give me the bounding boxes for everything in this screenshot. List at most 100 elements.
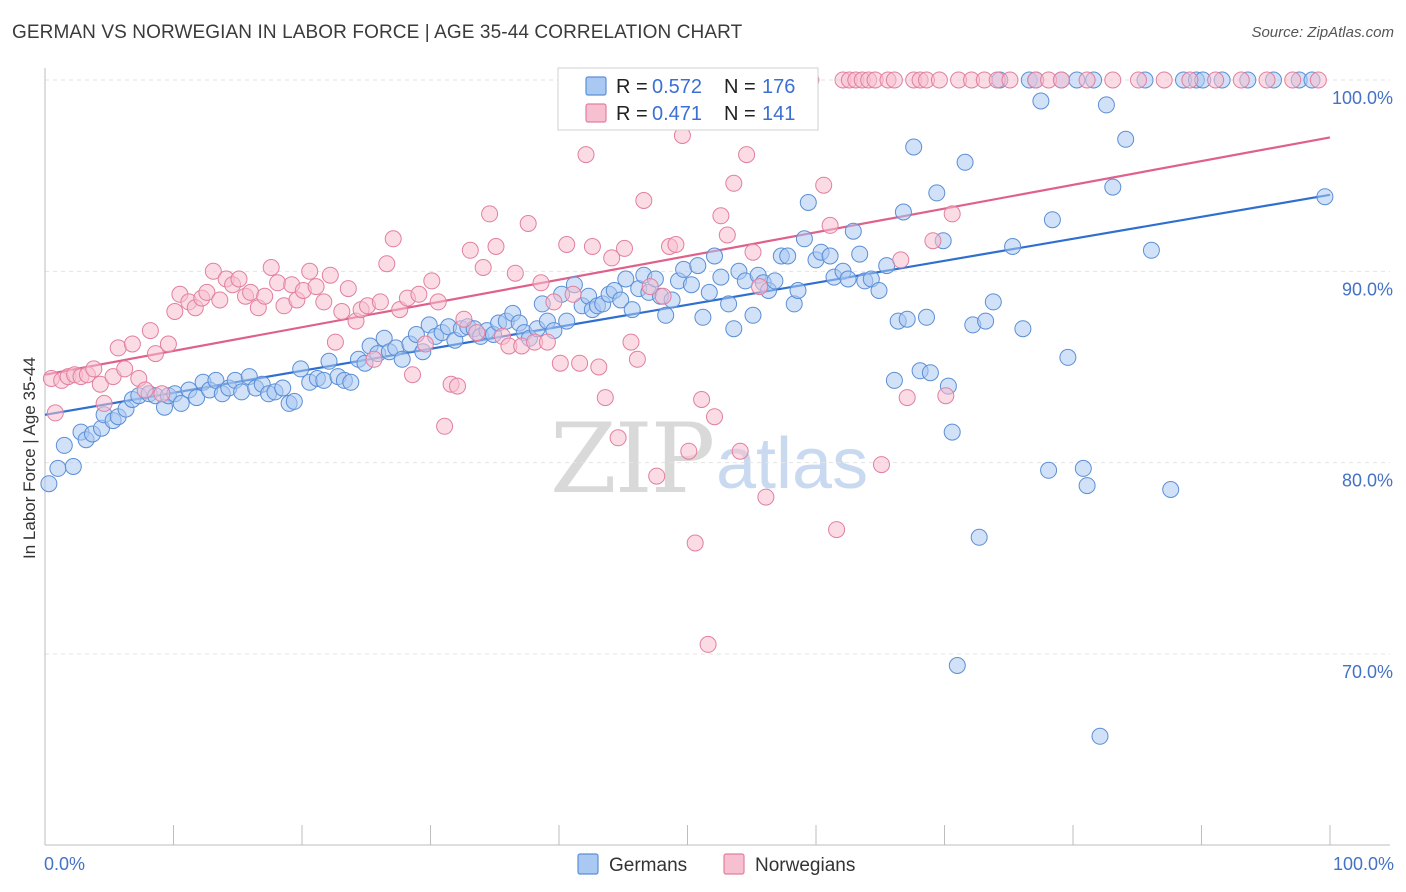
point-germans [617,270,635,288]
point-germans [682,276,700,294]
point-germans [789,282,807,299]
point-norwegians [654,287,672,305]
point-norwegians [423,272,441,290]
point-norwegians [1078,71,1096,89]
point-germans [292,360,310,378]
point-norwegians [371,293,389,311]
series-legend-label-norwegians: Norwegians [755,855,855,876]
point-norwegians [449,377,466,395]
point-germans [1097,96,1115,114]
trend-line-norwegians [44,136,1331,376]
point-norwegians [622,333,640,351]
data-points [40,71,1334,745]
point-norwegians [85,360,103,378]
point-norwegians [365,350,383,368]
legend-r-label-germans: R = [616,76,648,98]
point-germans [1032,92,1050,110]
legend-r-value-germans: 0.572 [652,76,702,98]
point-germans [274,379,292,397]
point-germans [1117,130,1135,148]
point-norwegians [436,417,454,435]
point-germans [558,312,576,330]
point-norwegians [628,350,646,368]
point-norwegians [757,488,775,506]
point-germans [315,371,333,389]
point-norwegians [378,255,396,273]
point-germans [1316,188,1334,206]
point-germans [40,475,58,493]
point-germans [943,423,961,441]
point-germans [779,247,797,265]
point-norwegians [1258,71,1276,89]
point-germans [851,245,869,263]
point-germans [233,383,251,401]
point-norwegians [519,215,537,232]
point-norwegians [815,176,833,194]
point-norwegians [198,283,216,301]
point-norwegians [725,174,743,192]
y-tick-label: 70.0% [1342,662,1393,682]
series-legend-swatch-germans [577,853,599,875]
point-norwegians [326,333,344,351]
point-norwegians [738,146,756,164]
point-norwegians [339,280,357,298]
point-germans [839,270,857,288]
legend-n-label-germans: N = [724,76,756,98]
point-norwegians [416,335,434,353]
point-germans [1059,348,1077,366]
source-label: Source: ZipAtlas.com [1251,24,1394,41]
series-legend-swatch-norwegians [723,853,745,875]
point-norwegians [474,259,492,276]
point-norwegians [321,266,339,284]
point-norwegians [699,635,717,653]
series-legend-label-germans: Germans [609,855,687,876]
point-norwegians [230,270,248,288]
point-germans [1014,320,1032,338]
point-norwegians [828,521,846,539]
point-norwegians [153,385,171,403]
point-norwegians [1232,71,1250,89]
legend-swatch-germans [585,76,607,96]
point-norwegians [1181,71,1199,89]
point-norwegians [91,375,109,393]
point-norwegians [410,285,428,303]
point-germans [795,230,813,248]
point-norwegians [635,192,653,209]
point-germans [898,310,916,328]
point-norwegians [706,408,723,426]
point-germans [342,373,360,391]
x-tick-label-left: 0.0% [44,854,85,874]
point-germans [918,308,935,326]
y-tick-label: 100.0% [1332,88,1393,108]
point-norwegians [885,71,903,89]
point-norwegians [481,205,499,223]
point-norwegians [680,442,698,460]
point-germans [1004,238,1022,255]
point-norwegians [751,278,768,296]
point-norwegians [898,389,916,407]
point-germans [870,282,888,299]
point-norwegians [616,239,633,257]
point-germans [821,247,839,265]
point-norwegians [307,278,325,296]
point-norwegians [943,205,961,223]
point-germans [623,301,641,319]
point-norwegians [204,262,222,280]
point-germans [1078,477,1096,495]
point-germans [725,320,743,338]
point-germans [970,528,988,546]
point-norwegians [538,333,556,351]
point-norwegians [930,71,948,89]
point-germans [905,138,923,156]
point-germans [984,293,1002,311]
legend-n-value-norwegians: 141 [762,103,795,125]
point-germans [878,257,896,275]
point-germans [744,306,762,324]
point-norwegians [166,303,184,320]
y-tick-label: 90.0% [1342,279,1393,299]
point-germans [393,350,411,368]
point-germans [675,260,693,278]
point-norwegians [141,322,159,340]
point-norwegians [937,387,955,405]
